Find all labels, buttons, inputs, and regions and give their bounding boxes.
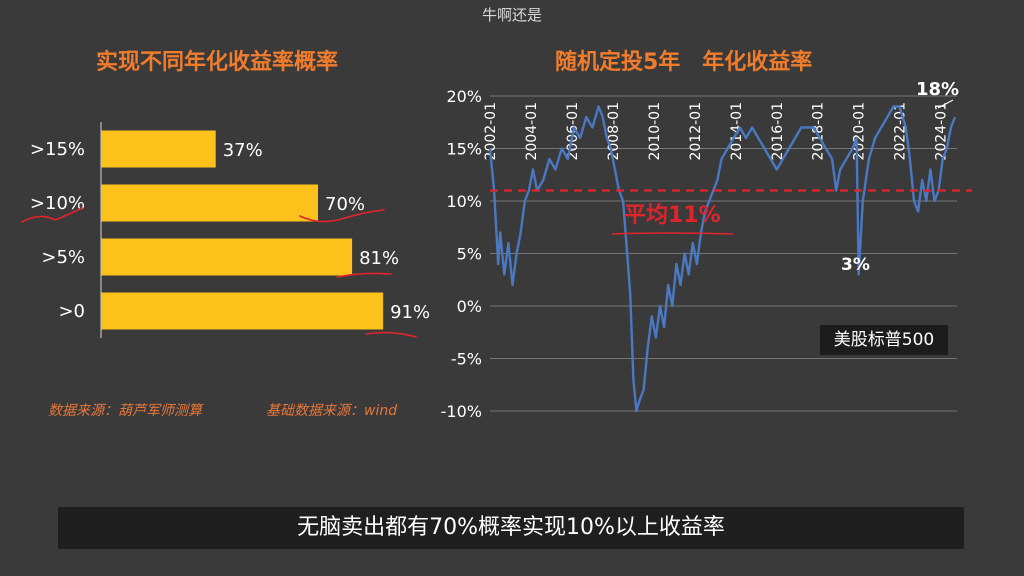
peak-annotation-tick [937,99,954,109]
y-tick-label-3: 5% [457,245,482,264]
x-tick-label-3: 2008-01 [606,102,622,161]
video-subtitle: 无脑卖出都有70%概率实现10%以上收益率 [58,507,964,549]
bar-value-label-2: 81% [359,248,399,269]
series-legend-label: 美股标普500 [820,325,948,355]
series-line-sp500 [488,105,957,413]
y-tick-label-2: 0% [457,297,482,316]
x-tick-label-9: 2020-01 [852,102,868,161]
bar-0 [101,130,216,168]
annotation-underline-10pct-left [21,207,83,223]
x-tick-label-5: 2012-01 [688,102,704,161]
y-tick-label-6: 20% [446,87,482,106]
y-tick-label-1: -5% [451,350,482,369]
probability-bar-chart: >15% 37% >10% 70% >5% 81% >0 91% [21,122,430,338]
annotation-underline-91pct [365,331,417,338]
bar-category-label-3: >0 [58,301,85,322]
x-tick-label-11: 2024-01 [934,102,950,161]
sp500-return-line-chart: -10%-5%0%5%10%15%20%2002-01 2004-01 2006-0… [441,79,972,421]
x-tick-label-0: 2002-01 [483,102,499,161]
peak-annotation: 18% [916,79,959,100]
x-tick-label-1: 2004-01 [524,102,540,161]
trough-annotation: 3% [841,255,870,275]
bar-3 [101,292,384,330]
bar-category-label-1: >10% [30,193,85,214]
x-tick-label-7: 2016-01 [770,102,786,161]
bar-value-label-1: 70% [325,194,365,215]
y-tick-label-5: 15% [446,140,482,159]
average-label-underline [611,232,734,235]
source-note-calc: 数据来源：葫芦军师测算 [48,403,202,419]
bar-1 [101,184,318,222]
annotation-underline-81pct [336,272,392,278]
x-tick-label-10: 2022-01 [893,102,909,161]
bar-category-label-2: >5% [41,247,85,268]
source-note-wind: 基础数据来源：wind [266,403,398,419]
bar-value-label-0: 37% [223,140,263,161]
bar-category-label-0: >15% [30,139,85,160]
x-tick-label-8: 2018-01 [811,102,827,161]
top-caption: 牛啊还是 [481,6,542,24]
right-chart-title: 随机定投5年 年化收益率 [555,50,813,75]
average-label: 平均11% [624,202,721,228]
annotation-underline-70pct [299,209,385,223]
x-tick-label-4: 2010-01 [647,102,663,161]
y-tick-label-0: -10% [441,402,482,421]
bar-2 [101,238,353,276]
left-chart-title: 实现不同年化收益率概率 [96,50,339,75]
y-tick-label-4: 10% [446,192,482,211]
bar-value-label-3: 91% [390,302,430,323]
